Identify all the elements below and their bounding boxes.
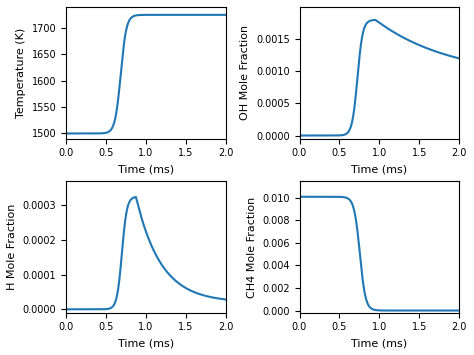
Y-axis label: H Mole Fraction: H Mole Fraction <box>7 204 17 290</box>
X-axis label: Time (ms): Time (ms) <box>118 164 174 174</box>
X-axis label: Time (ms): Time (ms) <box>351 338 408 348</box>
X-axis label: Time (ms): Time (ms) <box>351 164 408 174</box>
Y-axis label: CH4 Mole Fraction: CH4 Mole Fraction <box>246 196 256 297</box>
Y-axis label: Temperature (K): Temperature (K) <box>16 28 26 118</box>
Y-axis label: OH Mole Fraction: OH Mole Fraction <box>240 25 250 120</box>
X-axis label: Time (ms): Time (ms) <box>118 338 174 348</box>
